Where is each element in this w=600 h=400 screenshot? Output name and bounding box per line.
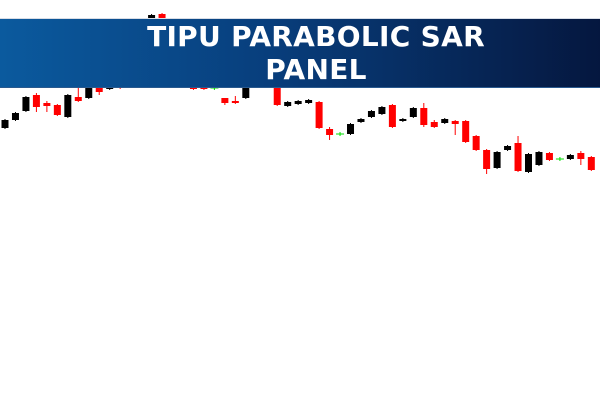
candle [357,118,365,123]
candle [462,120,470,143]
candle [577,151,585,165]
candle-body [378,107,386,114]
candle-body [158,14,166,19]
candle-body [483,150,491,169]
candle-body [85,86,93,98]
candle-body [493,152,501,168]
candle-body [64,95,72,117]
candle-body [504,146,512,150]
candle-body [566,155,574,159]
candle [294,100,302,105]
candle-body [347,124,355,134]
candle [493,151,501,169]
candle-body [409,108,417,117]
candle-body [430,122,438,127]
candle-body [221,98,229,103]
candle [11,112,19,121]
candle-body [399,119,407,121]
candle [221,98,229,105]
candle [336,132,345,136]
candle [504,145,512,151]
candle-body [326,129,334,135]
candle-body [514,143,522,171]
candle [388,104,396,128]
candle [451,120,459,135]
candle [315,101,323,129]
candle-body [53,105,61,115]
candle-body [420,108,428,125]
candle [566,154,574,160]
candle-body [242,86,250,98]
candle [284,101,292,107]
candle-body [535,152,543,165]
candle-body [231,101,239,103]
candle-body [305,100,313,103]
candle-body [74,97,82,101]
candle-body [22,97,30,111]
candle-body [587,157,595,170]
candle-body [451,121,459,124]
candle-body [367,111,375,117]
candle-body [294,101,302,104]
candle [231,96,239,104]
candle [22,96,30,112]
candle [409,107,417,118]
title-banner: TIPU PARABOLIC SAR PANEL [0,18,600,88]
candle-body [273,82,281,105]
candle [514,136,522,172]
candle [326,127,334,140]
candle-body [11,113,19,120]
candle [555,157,564,161]
candle-body [441,119,449,123]
candle [472,135,480,151]
candle [32,93,40,112]
candle [64,94,72,118]
candle-body [95,87,103,92]
candle-body [357,119,365,122]
candle [53,104,61,116]
candle-body [388,105,396,127]
candle [378,106,386,115]
candle [347,123,355,135]
candle [545,152,553,161]
candle-body [525,154,532,172]
candle-body [472,136,480,150]
candle-body [32,95,40,107]
candle [420,103,428,127]
candle-body [1,120,9,128]
candle [441,118,449,124]
candle [399,118,407,122]
candle-body [545,153,553,160]
candle-body [148,15,156,19]
candle [430,120,438,128]
candle-body [577,153,585,159]
candle [483,149,491,174]
candle-body [462,121,470,142]
candle [535,151,543,166]
candle-body [43,103,51,106]
candle-body [284,102,292,106]
candle [305,99,313,104]
banner-title: TIPU PARABOLIC SAR PANEL [147,20,485,86]
candle [525,153,532,173]
candle [43,101,51,112]
candle [587,156,595,171]
candle [1,119,9,129]
candle-body [315,102,323,128]
candle [367,110,375,118]
